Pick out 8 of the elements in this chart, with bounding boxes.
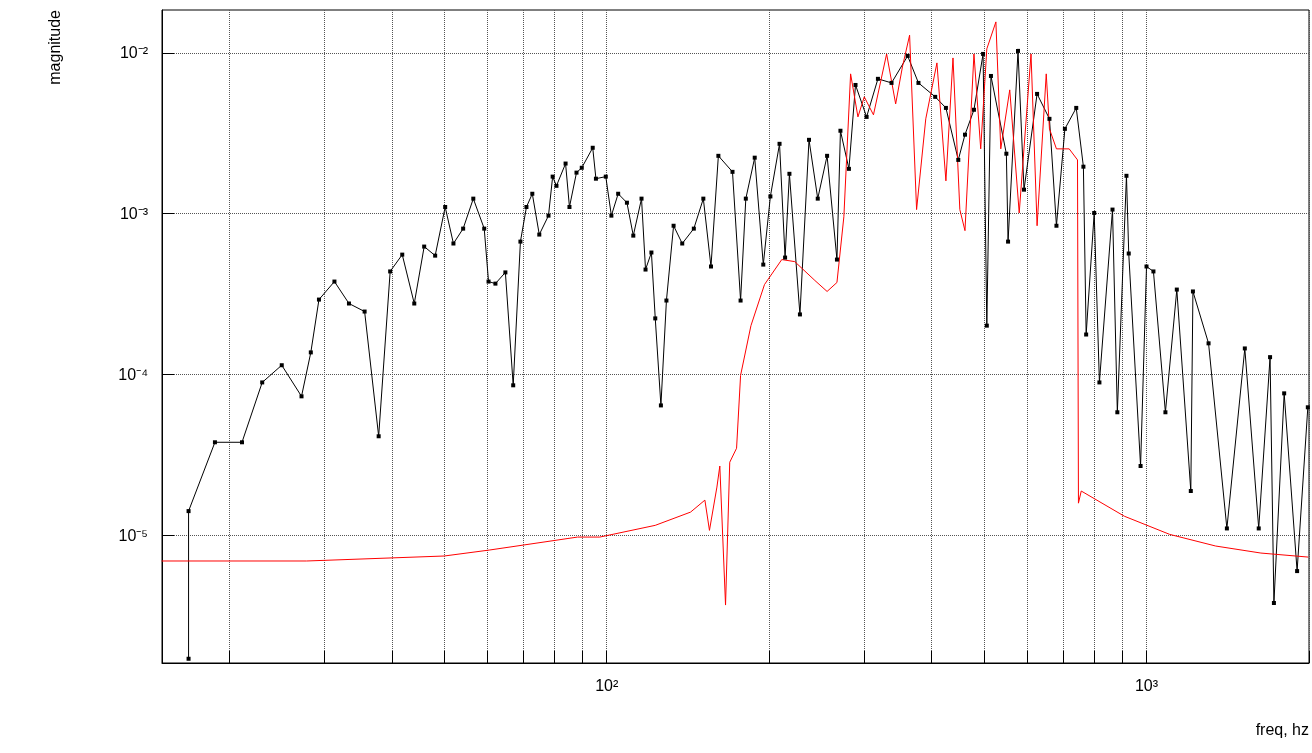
y-axis-title: magnitude (45, 9, 63, 85)
y-tick-label: 10⁻⁵ (118, 526, 148, 544)
x-axis-title: freq, hz (1255, 720, 1309, 738)
y-tick-label: 10⁻² (119, 44, 149, 62)
x-tick-label: 10³ (1134, 676, 1159, 694)
y-tick-label: 10⁻⁴ (118, 365, 149, 383)
x-tick-label: 10² (595, 676, 619, 694)
y-tick-label: 10⁻³ (119, 205, 149, 223)
